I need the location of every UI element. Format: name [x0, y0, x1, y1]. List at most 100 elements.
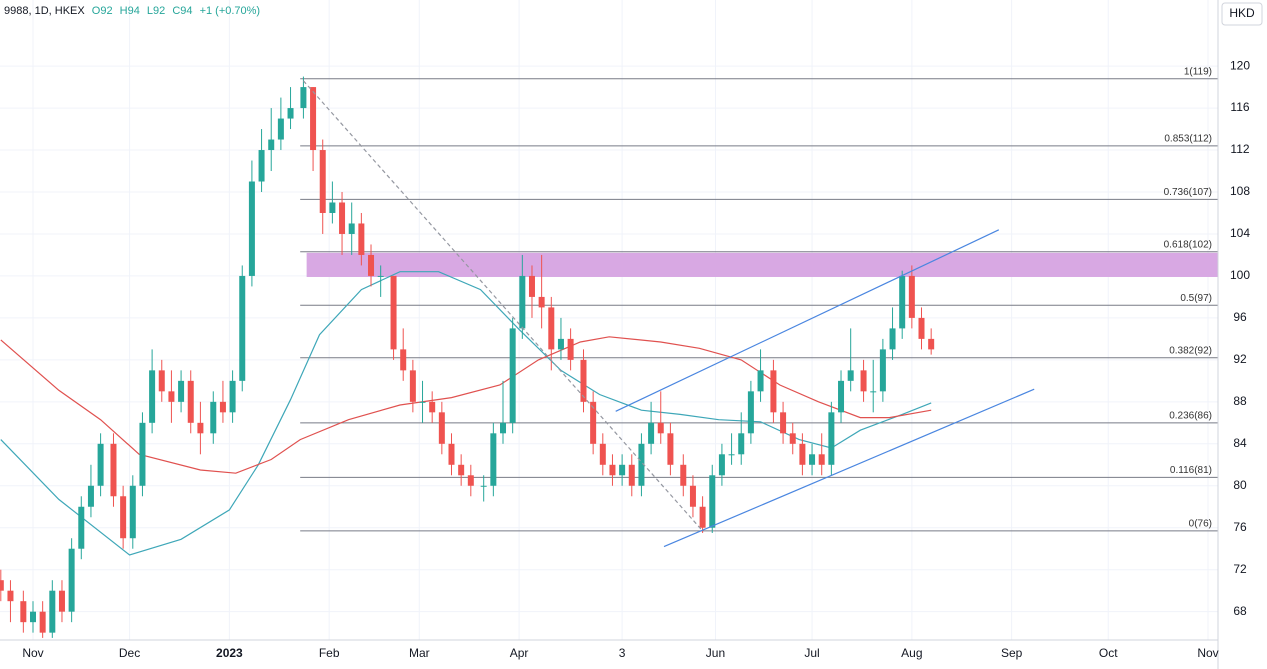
candle-body — [219, 401, 226, 413]
open: O92 — [92, 5, 113, 17]
candle-body — [268, 139, 275, 151]
candle-body — [538, 296, 545, 308]
candle-body — [409, 370, 416, 402]
candle-body — [519, 275, 526, 329]
y-tick-label: 68 — [1233, 604, 1247, 618]
candle-body — [210, 401, 217, 434]
candle-body — [809, 454, 816, 465]
candle-body — [480, 485, 487, 487]
candle-body — [860, 370, 867, 392]
x-tick-label: 3 — [619, 646, 626, 660]
y-tick-label: 84 — [1233, 436, 1247, 450]
candle-body — [500, 422, 507, 434]
close: C94 — [172, 5, 192, 17]
candle-body — [390, 275, 397, 350]
low: L92 — [147, 5, 165, 17]
candle-body — [39, 611, 46, 633]
candle-body — [158, 370, 165, 392]
y-tick-label: 112 — [1230, 142, 1249, 156]
candle-body — [889, 328, 896, 350]
axes: 120 116 112 108 104 100 96 92 88 84 80 76 72 68 Nov Dec… — [22, 58, 1250, 660]
candle-body — [0, 580, 4, 591]
candle-body — [87, 485, 94, 507]
candle-body — [757, 370, 764, 392]
candle-body — [879, 349, 886, 392]
candle-body — [818, 454, 825, 465]
grid — [0, 0, 1218, 640]
x-tick-label: Feb — [319, 646, 340, 660]
candle-body — [329, 202, 336, 213]
x-tick-label: 2023 — [216, 646, 243, 660]
fib-label: 0(76) — [1189, 519, 1212, 530]
x-tick-label: Jun — [706, 646, 725, 660]
candle-body — [599, 443, 606, 465]
candle-body — [567, 338, 574, 360]
candle-body — [458, 464, 465, 476]
candle-body — [657, 422, 664, 434]
candle-body — [20, 601, 27, 623]
y-tick-label: 76 — [1233, 520, 1247, 534]
candle-body — [287, 108, 294, 119]
candle-body — [400, 349, 407, 371]
fib-label: 0.618(102) — [1164, 239, 1212, 250]
candle-body — [490, 433, 497, 486]
y-tick-label: 100 — [1230, 268, 1250, 282]
candle-body — [178, 380, 185, 402]
candle-body — [277, 118, 284, 140]
symbol: 9988, 1D, HKEX — [4, 5, 85, 17]
candle-body — [728, 454, 735, 456]
fib-label: 0.736(107) — [1164, 187, 1212, 198]
trend-line — [615, 229, 1000, 412]
candle-body — [789, 433, 796, 444]
x-tick-label: Oct — [1099, 646, 1118, 660]
candle-body — [139, 422, 146, 486]
y-tick-label: 120 — [1230, 58, 1250, 72]
y-tick-label: 116 — [1230, 100, 1249, 114]
candle-body — [928, 338, 935, 350]
candle-body — [908, 275, 915, 318]
x-tick-label: Nov — [22, 646, 43, 660]
candle-body — [319, 150, 326, 213]
x-tick-label: Dec — [119, 646, 140, 660]
candle-body — [467, 475, 474, 486]
x-tick-label: Mar — [409, 646, 430, 660]
candle-body — [609, 464, 616, 476]
candle-body — [747, 391, 754, 434]
candle-body — [870, 391, 877, 393]
x-tick-label: Jul — [804, 646, 819, 660]
candle-body — [899, 275, 906, 329]
x-tick-label: Aug — [901, 646, 922, 660]
candle-body — [168, 391, 175, 402]
candle-body — [110, 443, 117, 497]
y-tick-label: 96 — [1233, 310, 1247, 324]
candle-body — [847, 370, 854, 381]
candle-body — [528, 275, 535, 297]
fib-label: 0.236(86) — [1169, 410, 1212, 421]
currency: HKD — [1229, 6, 1255, 20]
change: +1 (+0.70%) — [200, 5, 261, 17]
x-tick-label: Sep — [1001, 646, 1023, 660]
candle-body — [29, 611, 36, 623]
candle-body — [680, 464, 687, 486]
candle-body — [258, 150, 265, 182]
candle-body — [129, 485, 136, 539]
candle-body — [709, 475, 716, 528]
candle-body — [557, 338, 564, 350]
candle-body — [339, 202, 346, 234]
trend-line — [663, 388, 1035, 548]
y-tick-label: 72 — [1233, 562, 1247, 576]
candle-body — [419, 401, 426, 403]
candle-body — [590, 401, 597, 444]
currency-box[interactable] — [1221, 2, 1263, 26]
candle-body — [838, 380, 845, 413]
plot: 1(119) 0.853(112) 0.736(107) 0.618(102) 0.5(… — [0, 66, 1218, 638]
candle-body — [248, 181, 255, 276]
candle-body — [699, 506, 706, 528]
fib-label: 0.382(92) — [1169, 345, 1212, 356]
candle-body — [7, 590, 14, 602]
y-tick-label: 80 — [1233, 478, 1247, 492]
candle-body — [580, 359, 587, 402]
x-tick-label: Apr — [510, 646, 529, 660]
